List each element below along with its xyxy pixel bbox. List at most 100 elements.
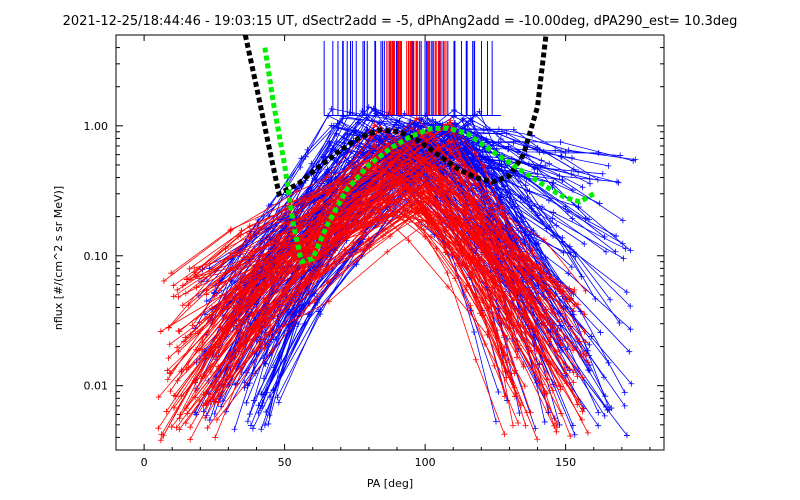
red-trace-marker [456, 158, 463, 165]
red-trace-marker [237, 274, 244, 281]
red-trace-marker [313, 234, 320, 241]
red-trace-marker [227, 227, 234, 234]
red-trace-marker [193, 284, 200, 291]
red-trace-marker [473, 294, 480, 301]
red-trace-86 [207, 199, 559, 405]
blue-trace-marker [483, 136, 490, 143]
red-trace-marker [311, 298, 318, 305]
red-trace-marker [435, 144, 442, 151]
red-trace-marker [412, 177, 419, 184]
red-trace-marker [499, 211, 506, 218]
blue-trace-marker [575, 203, 582, 210]
blue-trace-marker [552, 147, 559, 154]
red-trace-marker [263, 322, 270, 329]
red-trace-marker [423, 179, 430, 186]
red-trace-marker [479, 297, 486, 304]
red-trace-marker [522, 325, 529, 332]
red-trace-marker [515, 419, 522, 426]
blue-trace-marker [492, 418, 499, 425]
red-trace-marker [384, 248, 391, 255]
red-trace-marker [325, 298, 332, 305]
blue-trace-marker [515, 178, 522, 185]
red-trace-marker [203, 287, 210, 294]
red-trace-marker [185, 302, 192, 309]
red-trace-marker [295, 222, 302, 229]
red-trace-marker [456, 220, 463, 227]
blue-trace-marker [560, 249, 567, 256]
red-trace-marker [540, 322, 547, 329]
red-trace-marker [182, 290, 189, 297]
red-trace-marker [444, 269, 451, 276]
blue-trace-marker [605, 162, 612, 169]
red-trace-marker [443, 176, 450, 183]
red-trace-marker [180, 338, 187, 345]
red-trace-marker [527, 409, 534, 416]
red-trace-marker [582, 339, 589, 346]
red-trace-marker [457, 178, 464, 185]
blue-trace-86 [203, 105, 606, 338]
red-trace-marker [208, 266, 215, 273]
blue-trace-marker [567, 249, 574, 256]
red-trace-marker [568, 290, 575, 297]
red-trace-marker [368, 201, 375, 208]
blue-trace-marker [614, 178, 621, 185]
red-trace-marker [340, 230, 347, 237]
blue-trace-marker [451, 120, 458, 127]
blue-trace-marker [495, 165, 502, 172]
red-trace-marker [486, 249, 493, 256]
red-trace-marker [265, 241, 272, 248]
red-trace-marker [472, 224, 479, 231]
red-trace-marker [155, 394, 162, 401]
red-trace-marker [472, 356, 479, 363]
red-trace-marker [422, 155, 429, 162]
red-trace-marker [274, 231, 281, 238]
red-trace-marker [177, 411, 184, 418]
red-trace-marker [225, 351, 232, 358]
red-trace-marker [428, 221, 435, 228]
red-trace-marker [529, 297, 536, 304]
red-trace-103 [208, 176, 561, 427]
red-trace-marker [531, 263, 538, 270]
blue-trace-marker [211, 410, 218, 417]
red-trace-marker [174, 287, 181, 294]
red-trace-marker [477, 215, 484, 222]
red-trace-marker [215, 399, 222, 406]
red-trace-marker [579, 408, 586, 415]
red-trace-marker [322, 254, 329, 261]
red-trace-marker [521, 256, 528, 263]
blue-trace-marker [424, 115, 431, 122]
x-tick-label: 50 [278, 456, 292, 469]
blue-trace-marker [315, 308, 322, 315]
blue-trace-marker [599, 170, 606, 177]
red-trace-marker [211, 292, 218, 299]
red-trace-marker [212, 353, 219, 360]
red-trace-marker [567, 433, 574, 440]
blue-trace-marker [270, 364, 277, 371]
blue-trace-marker [541, 418, 548, 425]
red-trace-marker [432, 155, 439, 162]
red-trace-marker [168, 423, 175, 430]
red-trace-marker [524, 295, 531, 302]
red-trace-marker [447, 193, 454, 200]
blue-trace-marker [469, 118, 476, 125]
red-trace-marker [558, 410, 565, 417]
red-trace-marker [325, 279, 332, 286]
x-axis-label: PA [deg] [367, 477, 413, 490]
blue-trace-marker [432, 118, 439, 125]
red-trace-marker [585, 359, 592, 366]
red-trace-marker [208, 305, 215, 312]
red-trace-marker [202, 414, 209, 421]
red-trace-marker [382, 226, 389, 233]
red-trace-marker [165, 324, 172, 331]
red-trace-marker [299, 267, 306, 274]
blue-trace-marker [376, 119, 383, 126]
red-trace-marker [277, 244, 284, 251]
blue-trace-marker [546, 224, 553, 231]
blue-trace-marker [498, 128, 505, 135]
red-trace-marker [380, 232, 387, 239]
blue-trace-marker [295, 321, 302, 328]
blue-trace-marker [246, 380, 253, 387]
blue-trace-marker [355, 119, 362, 126]
blue-trace-marker [512, 203, 519, 210]
red-trace-marker [395, 148, 402, 155]
